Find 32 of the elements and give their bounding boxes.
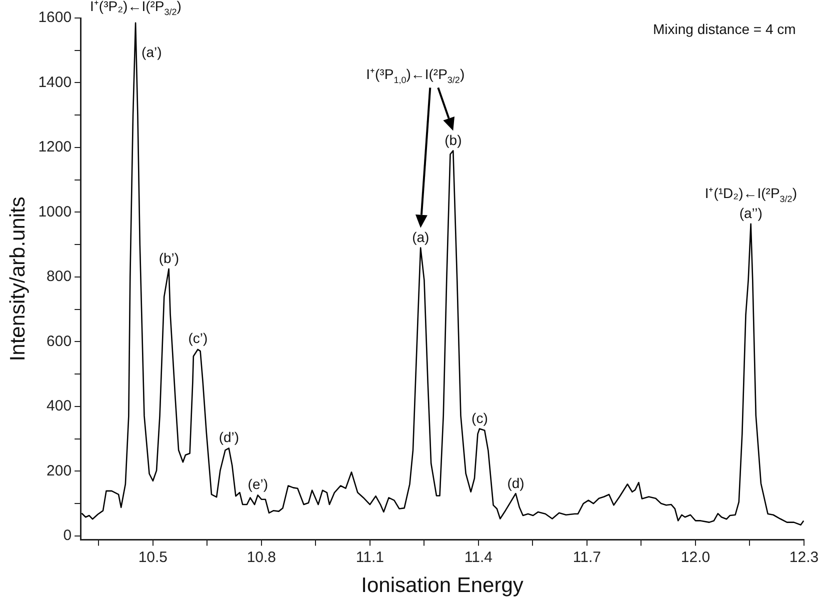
x-tick-label: 10.5 (138, 548, 168, 566)
annotation: (b’) (158, 250, 180, 266)
annotation: (a’) (142, 44, 162, 60)
y-tick-label: 200 (46, 462, 72, 480)
x-tick-label: 11.7 (572, 548, 602, 566)
annotation: (c’) (188, 330, 208, 346)
y-tick-label: 1000 (38, 203, 72, 220)
annotation: (c) (472, 410, 488, 426)
annotation: (a’’) (739, 204, 762, 221)
y-tick-label: 0 (63, 527, 72, 544)
y-tick-label: 400 (46, 398, 72, 415)
x-tick-label: 11.1 (356, 548, 384, 566)
y-tick-label: 600 (46, 332, 72, 350)
x-axis-title: Ionisation Energy (361, 574, 524, 598)
annotation: Mixing distance = 4 cm (653, 21, 796, 37)
annotation: (d’) (218, 429, 240, 446)
y-tick-label: 1200 (38, 138, 72, 156)
x-tick-label: 10.8 (246, 548, 276, 566)
y-axis-title: Intensity/arb.units (6, 196, 30, 362)
annotation: (e’) (248, 476, 268, 492)
x-tick-label: 12.0 (680, 548, 710, 566)
annotation: (d) (507, 474, 524, 490)
x-tick-label: 12.3 (789, 548, 819, 566)
y-tick-label: 1400 (38, 74, 72, 91)
annotation: I⁺(³P$_{1,0}$)←I(²P$_{3/2}$) (366, 66, 465, 84)
x-tick-label: 11.4 (464, 548, 493, 566)
annotation: I⁺(³P₂)←I(²P$_{3/2}$) (90, 0, 182, 17)
y-tick-label: 1600 (38, 9, 72, 26)
annotation: (a) (412, 228, 430, 245)
annotation: I⁺(¹D₂)←I(²P$_{3/2}$) (704, 184, 797, 204)
annotation: (b) (444, 132, 462, 148)
y-tick-label: 800 (46, 268, 72, 286)
